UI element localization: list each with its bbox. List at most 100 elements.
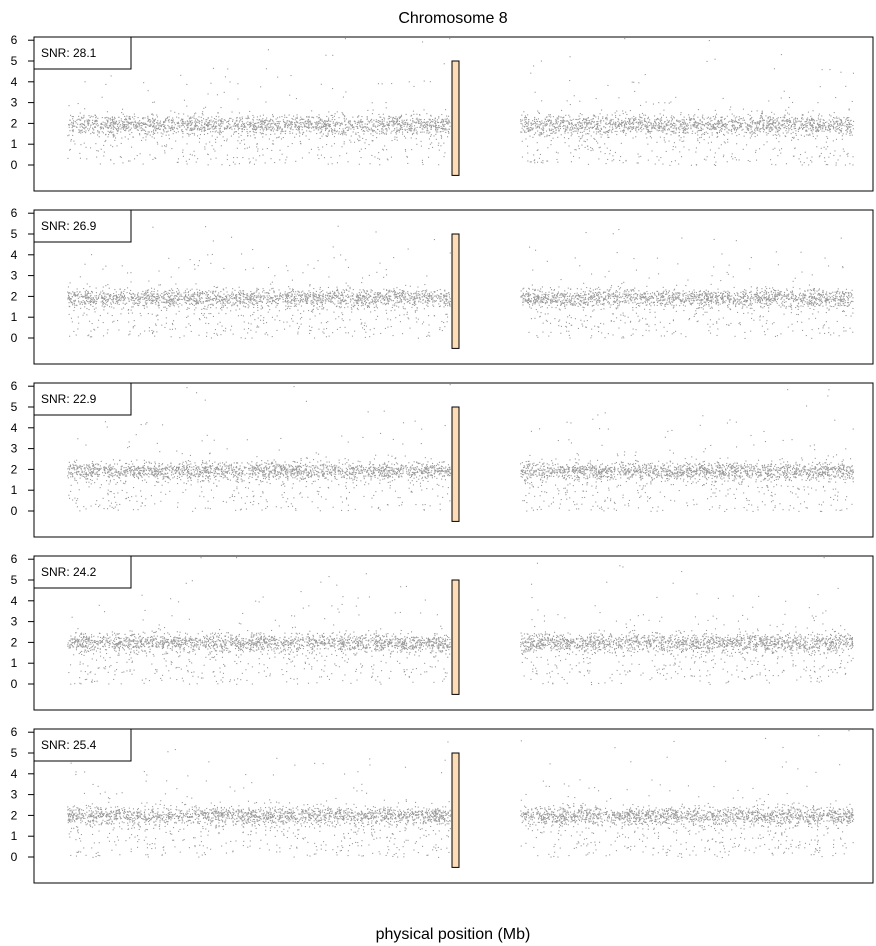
data-point — [198, 116, 200, 118]
data-point — [841, 135, 843, 137]
data-point — [629, 110, 631, 112]
data-point — [840, 71, 842, 73]
data-point — [276, 295, 278, 297]
data-point — [656, 301, 658, 303]
data-point — [372, 130, 374, 132]
data-point — [398, 120, 400, 122]
data-point — [522, 125, 524, 127]
data-point — [365, 139, 367, 141]
data-point — [442, 124, 444, 126]
data-point — [721, 122, 723, 124]
data-point — [322, 126, 324, 128]
data-point — [420, 125, 422, 127]
data-point — [111, 116, 113, 118]
data-point — [807, 122, 809, 124]
data-point — [553, 123, 555, 125]
data-point — [346, 152, 348, 154]
data-point — [396, 119, 398, 121]
data-point — [564, 293, 566, 295]
data-point — [396, 127, 398, 129]
data-point — [679, 151, 681, 153]
data-point — [791, 136, 793, 138]
data-point — [102, 128, 104, 130]
data-point — [690, 128, 692, 130]
data-point — [446, 122, 448, 124]
data-point — [413, 113, 415, 115]
data-point — [309, 120, 311, 122]
data-point — [333, 115, 335, 117]
data-point — [695, 164, 697, 166]
data-point — [539, 133, 541, 135]
data-point — [659, 136, 661, 138]
data-point — [107, 284, 109, 286]
data-point — [692, 125, 694, 127]
data-point — [590, 299, 592, 301]
data-point — [192, 129, 194, 131]
data-point — [827, 146, 829, 148]
data-point — [262, 118, 264, 120]
data-point — [221, 164, 223, 166]
data-point — [683, 120, 685, 122]
data-point — [818, 304, 820, 306]
data-point — [375, 119, 377, 121]
data-point — [610, 297, 612, 299]
data-point — [835, 294, 837, 296]
data-point — [173, 126, 175, 128]
data-point — [77, 294, 79, 296]
data-point — [633, 115, 635, 117]
data-point — [345, 124, 347, 126]
data-point — [100, 126, 102, 128]
data-point — [844, 125, 846, 127]
data-point — [190, 298, 192, 300]
data-point — [606, 114, 608, 116]
data-point — [394, 293, 396, 295]
data-point — [561, 293, 563, 295]
data-point — [127, 127, 129, 129]
data-point — [355, 125, 357, 127]
data-point — [196, 121, 198, 123]
data-point — [636, 295, 638, 297]
data-point — [267, 120, 269, 122]
data-point — [378, 152, 380, 154]
data-point — [339, 326, 341, 328]
data-point — [715, 123, 717, 125]
data-point — [207, 125, 209, 127]
data-point — [125, 126, 127, 128]
data-point — [114, 116, 116, 118]
data-point — [77, 103, 79, 105]
data-point — [721, 125, 723, 127]
data-point — [536, 127, 538, 129]
data-point — [106, 111, 108, 113]
data-point — [262, 298, 264, 300]
data-point — [643, 119, 645, 121]
data-point — [834, 117, 836, 119]
data-point — [142, 296, 144, 298]
data-point — [448, 119, 450, 121]
data-point — [80, 123, 82, 125]
data-point — [645, 133, 647, 135]
data-point — [275, 129, 277, 131]
data-point — [586, 301, 588, 303]
data-point — [581, 131, 583, 133]
data-point — [596, 292, 598, 294]
data-point — [579, 138, 581, 140]
data-point — [809, 121, 811, 123]
data-point — [354, 122, 356, 124]
data-point — [595, 133, 597, 135]
data-point — [635, 117, 637, 119]
data-point — [683, 119, 685, 121]
data-point — [172, 121, 174, 123]
data-point — [180, 120, 182, 122]
data-point — [569, 119, 571, 121]
data-point — [130, 296, 132, 298]
data-point — [327, 132, 329, 134]
data-point — [116, 145, 118, 147]
data-point — [680, 114, 682, 116]
data-point — [285, 130, 287, 132]
data-point — [259, 155, 261, 157]
data-point — [84, 120, 86, 122]
data-point — [266, 125, 268, 127]
data-point — [549, 298, 551, 300]
data-point — [682, 304, 684, 306]
data-point — [749, 132, 751, 134]
